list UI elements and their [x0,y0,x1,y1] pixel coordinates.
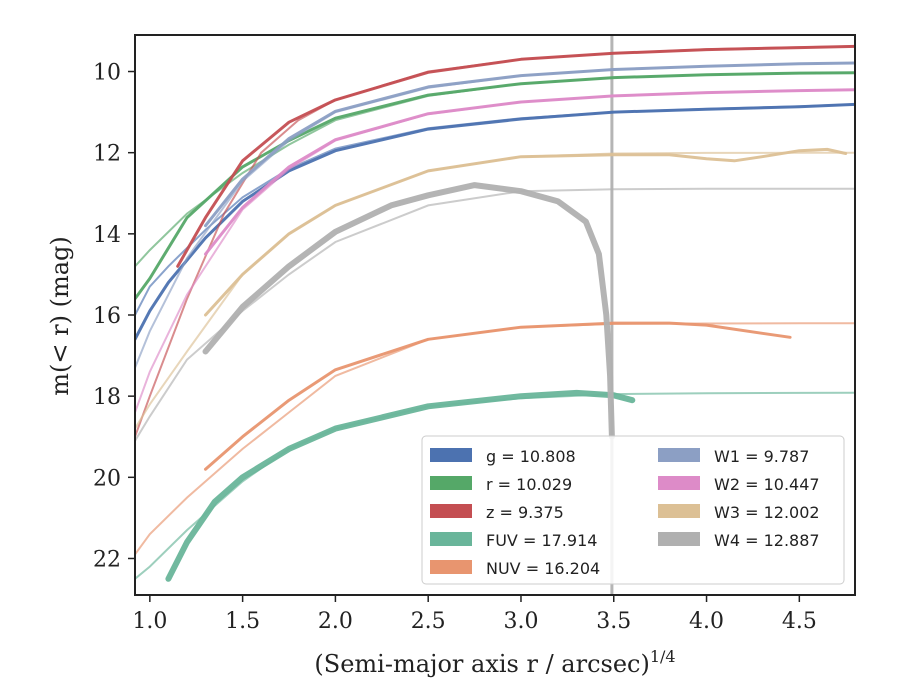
y-tick-label: 12 [93,142,121,167]
series-w3-observed-line [204,147,848,317]
series-r-observed-line [135,71,855,301]
plot-area [135,35,855,595]
legend-label: W3 = 12.002 [714,503,820,522]
legend: g = 10.808 r = 10.029 z = 9.375 FUV = 17.91… [421,435,845,585]
x-tick-label: 3.0 [503,609,538,634]
legend-swatch [658,504,700,518]
y-tick-label: 10 [93,61,121,86]
y-tick-label: 20 [93,466,121,491]
legend-label: z = 9.375 [486,503,564,522]
legend-label: W4 = 12.887 [714,531,820,550]
legend-label: g = 10.808 [486,447,576,466]
x-tick-label: 4.5 [782,609,817,634]
legend-swatch [658,476,700,490]
y-axis-title: m(< r) (mag) [46,236,74,395]
series-nuv-model-line [135,322,855,555]
legend-label: r = 10.029 [486,475,572,494]
legend-item-r: r = 10.029 [430,475,572,494]
x-tick-label: 4.0 [689,609,724,634]
legend-swatch [658,532,700,546]
legend-item-w2: W2 = 10.447 [658,475,820,494]
series-w2-observed-line [204,88,855,256]
legend-item-w4: W4 = 12.887 [658,531,820,550]
legend-label: W2 = 10.447 [714,475,820,494]
legend-swatch [658,448,700,462]
legend-box [421,435,845,585]
x-axis-title-main: (Semi-major axis r / arcsec) [314,650,649,678]
x-tick-label: 2.5 [411,609,446,634]
y-tick-label: 16 [93,304,121,329]
series-w4-observed-line [202,182,615,440]
legend-item-fuv: FUV = 17.914 [430,531,597,550]
legend-item-g: g = 10.808 [430,447,576,466]
series-layer [135,35,855,595]
y-tick-label: 14 [93,223,121,248]
series-w1-observed-line [204,61,855,228]
legend-swatch [430,476,472,490]
x-tick-label: 1.0 [132,609,167,634]
legend-label: W1 = 9.787 [714,447,809,466]
series-fuv-observed-line [165,389,636,582]
x-tick-label: 1.5 [225,609,260,634]
legend-item-w1: W1 = 9.787 [658,447,809,466]
series-w2-model-line [135,88,855,413]
legend-swatch [430,560,472,574]
legend-item-z: z = 9.375 [430,503,564,522]
legend-swatch [430,504,472,518]
series-z-observed-line [176,44,855,268]
x-tick-label: 3.5 [596,609,631,634]
legend-swatch [430,532,472,546]
x-axis-title: (Semi-major axis r / arcsec)1/4 [314,647,675,678]
series-nuv-observed-line [204,321,792,471]
legend-item-w3: W3 = 12.002 [658,503,820,522]
legend-item-nuv: NUV = 16.204 [430,559,600,578]
legend-swatch [430,448,472,462]
series-w4-model-line [135,187,855,442]
x-axis-title-exponent: 1/4 [650,647,676,666]
y-tick-label: 18 [93,385,121,410]
x-tick-label: 2.0 [318,609,353,634]
series-g-observed-line [135,102,855,341]
legend-label: FUV = 17.914 [486,531,597,550]
series-r-model-line [135,71,855,267]
ticks: 1.0 1.5 2.0 2.5 3.0 3.5 4.0 4.5 10 12 14 16 18 20 22 [93,61,817,634]
legend-label: NUV = 16.204 [486,559,600,578]
y-tick-label: 22 [93,547,121,572]
